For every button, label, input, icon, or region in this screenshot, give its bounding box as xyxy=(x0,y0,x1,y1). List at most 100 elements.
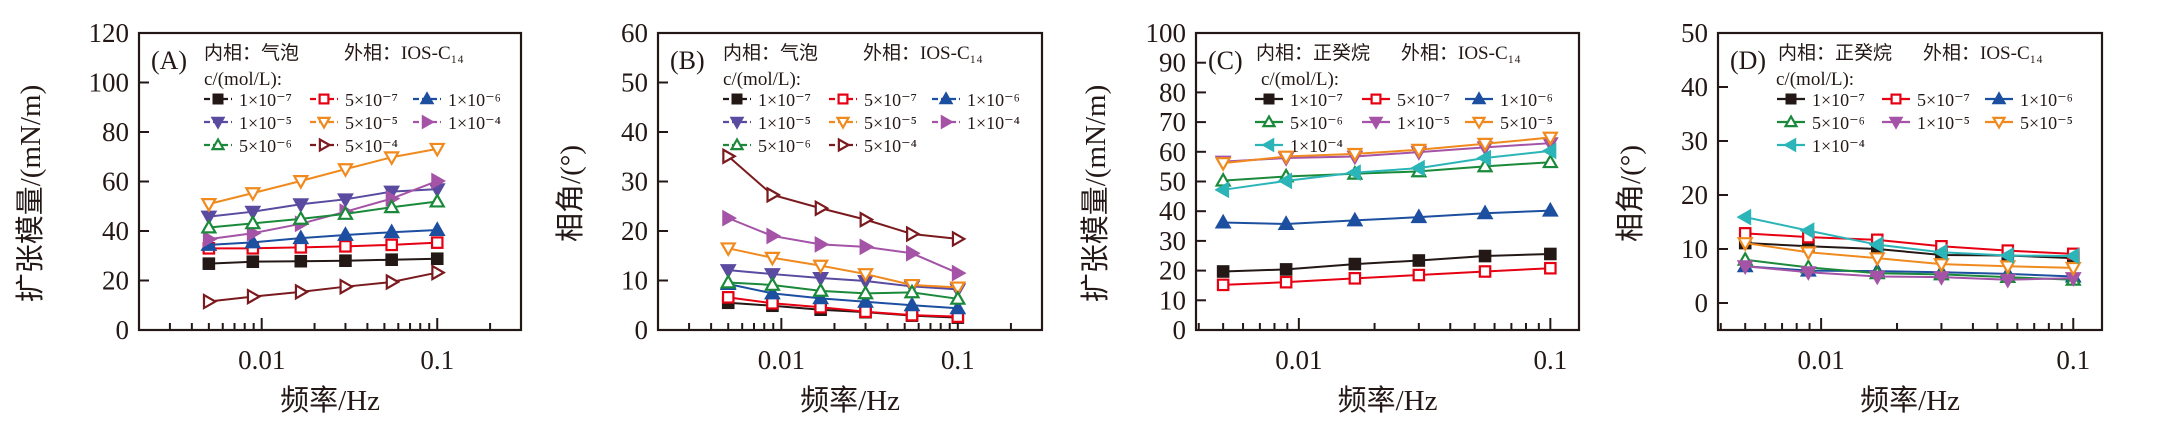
data-point xyxy=(1932,243,1948,261)
legend-item: 5×10⁻⁷ xyxy=(1362,90,1450,110)
legend-label: 1×10⁻⁷ xyxy=(239,90,292,110)
series xyxy=(202,236,444,255)
series-line xyxy=(1223,136,1551,165)
legend-marker-triangle-right-icon xyxy=(421,114,435,130)
series xyxy=(200,221,446,251)
y-tick-label: 40 xyxy=(1681,72,1708,102)
data-point xyxy=(1410,208,1428,224)
data-point xyxy=(202,257,216,270)
legend-item: 1×10⁻⁷ xyxy=(723,90,811,110)
legend-item: 5×10⁻⁷ xyxy=(829,90,917,110)
data-point xyxy=(906,225,921,243)
series xyxy=(1216,261,1557,292)
y-tick-label: 20 xyxy=(102,266,129,296)
data-point xyxy=(428,142,446,158)
data-point xyxy=(1868,236,1884,254)
legend-item: 1×10⁻⁶ xyxy=(1465,90,1553,110)
series-line xyxy=(1222,149,1551,191)
legend-title: c/(mol/L): xyxy=(1776,69,1854,90)
legend-marker-triangle-up-icon xyxy=(419,91,435,105)
data-point xyxy=(903,296,921,312)
legend-label: 1×10⁻⁵ xyxy=(239,113,292,133)
data-point xyxy=(1736,237,1754,252)
data-point xyxy=(951,264,967,282)
legend-item: 1×10⁻⁷ xyxy=(204,90,292,110)
legend-label: 1×10⁻⁷ xyxy=(1812,90,1865,110)
data-point xyxy=(812,282,830,297)
data-point xyxy=(246,224,262,242)
data-point xyxy=(766,186,782,204)
data-point xyxy=(857,284,874,300)
inner-phase-label: 内相：气泡 xyxy=(723,42,818,64)
series-line xyxy=(727,217,959,274)
y-tick-label: 80 xyxy=(102,117,129,147)
legend-item: 5×10⁻⁵ xyxy=(310,113,398,133)
data-point xyxy=(246,255,260,268)
panel-label: (D) xyxy=(1730,46,1766,75)
y-tick-label: 10 xyxy=(1159,285,1186,315)
panel-label: (B) xyxy=(670,46,705,75)
legend-label: 1×10⁻⁵ xyxy=(1397,113,1450,133)
data-point xyxy=(1541,153,1559,169)
data-point xyxy=(1868,252,1886,267)
x-tick-label: 0.1 xyxy=(420,345,454,375)
legend-marker-triangle-left-icon xyxy=(1261,137,1275,153)
legend-item: 5×10⁻⁵ xyxy=(1465,113,1553,133)
series-line xyxy=(1745,232,2074,255)
data-point xyxy=(722,147,737,165)
data-point xyxy=(1277,215,1295,230)
series-line xyxy=(1223,209,1551,225)
legend-label: 1×10⁻⁷ xyxy=(758,90,811,110)
data-point xyxy=(859,238,875,256)
data-point xyxy=(949,290,967,305)
data-point xyxy=(1476,137,1494,153)
data-point xyxy=(906,244,921,262)
data-point xyxy=(1933,258,1950,273)
data-point xyxy=(202,293,218,310)
series xyxy=(1738,227,2080,261)
data-point xyxy=(1412,254,1426,267)
series xyxy=(722,147,967,248)
data-point xyxy=(1279,275,1293,289)
inner-phase-label: 内相：正癸烷 xyxy=(1778,42,1892,64)
legend-label: 5×10⁻⁷ xyxy=(1917,90,1970,110)
series-line xyxy=(727,155,958,240)
y-tick-label: 20 xyxy=(1681,180,1708,210)
data-point xyxy=(1541,142,1557,160)
data-point xyxy=(1216,265,1230,278)
y-tick-label: 40 xyxy=(102,216,129,246)
legend-item: 5×10⁻⁶ xyxy=(723,136,811,156)
series xyxy=(202,264,446,310)
legend-marker-square-icon xyxy=(1785,93,1797,105)
series xyxy=(1736,260,2082,289)
series xyxy=(200,142,446,213)
data-point xyxy=(383,223,401,239)
y-tick-label: 30 xyxy=(1681,126,1708,156)
legend-marker-triangle-down-icon xyxy=(316,116,332,130)
legend-marker-triangle-right-icon xyxy=(837,137,851,153)
data-point xyxy=(337,193,354,209)
data-point xyxy=(1799,266,1817,281)
legend-item: 1×10⁻⁴ xyxy=(1255,136,1343,156)
legend-item: 5×10⁻⁶ xyxy=(1777,113,1865,133)
legend-marker-triangle-down-icon xyxy=(1471,116,1487,130)
series-line xyxy=(1744,216,2074,258)
data-point xyxy=(764,268,781,283)
series-line xyxy=(1745,242,2074,269)
series xyxy=(719,275,967,315)
y-tick-label: 0 xyxy=(1695,288,1709,318)
data-point xyxy=(431,264,446,281)
series xyxy=(1736,237,2082,277)
legend-item: 1×10⁻⁴ xyxy=(932,113,1020,133)
x-axis-label: 频率/Hz xyxy=(1338,384,1438,417)
outer-phase-label: 外相：IOS-C₁₄ xyxy=(863,42,983,64)
y-axis-label: 相角/(°) xyxy=(1614,145,1647,242)
data-point xyxy=(339,254,352,267)
data-point xyxy=(766,296,779,310)
data-point xyxy=(1216,278,1230,292)
series-line xyxy=(1745,265,2074,278)
data-point xyxy=(766,227,782,245)
y-tick-label: 100 xyxy=(1146,18,1187,48)
legend-item: 1×10⁻⁵ xyxy=(1882,113,1970,133)
